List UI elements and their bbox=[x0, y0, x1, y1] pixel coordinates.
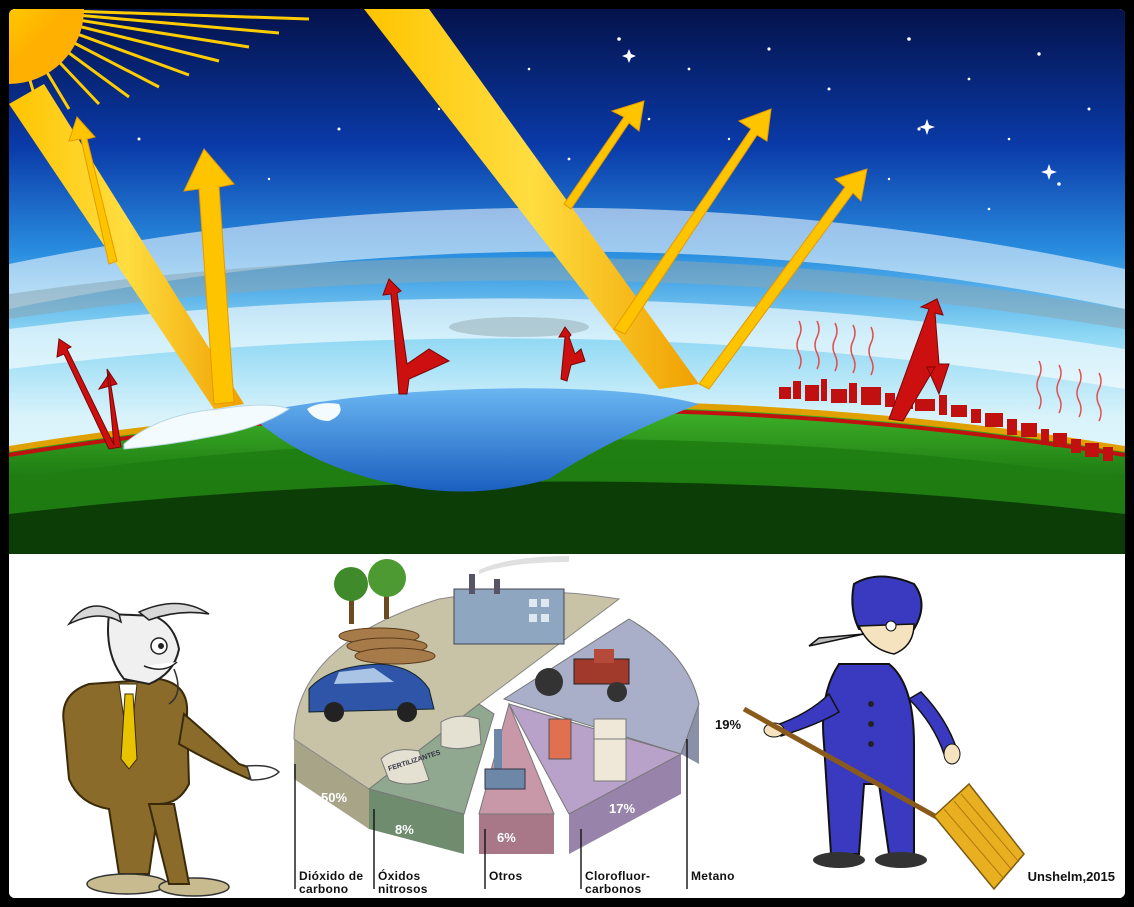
reflected-arrows bbox=[68, 100, 868, 405]
label-n2o: Óxidos nitrosos bbox=[378, 869, 428, 896]
percent-co2: 50% bbox=[321, 790, 348, 805]
ocean bbox=[249, 388, 699, 492]
car-icon bbox=[308, 663, 435, 722]
sun-icon bbox=[9, 9, 310, 112]
tree-icon bbox=[334, 559, 436, 665]
sunlight-beams bbox=[9, 9, 699, 409]
label-co2: Dióxido de carbono bbox=[299, 869, 364, 896]
small-cloud bbox=[449, 317, 589, 337]
cloud-band-low bbox=[9, 298, 1125, 389]
stars bbox=[137, 37, 1091, 211]
percent-n2o: 8% bbox=[395, 822, 414, 837]
ice-sheet bbox=[123, 404, 291, 450]
factory-icon bbox=[453, 556, 569, 645]
bird-figure bbox=[763, 575, 961, 868]
industry-icon bbox=[484, 729, 526, 790]
author-credit: Unshelm,2015 bbox=[1027, 869, 1115, 884]
percent-otros: 6% bbox=[497, 830, 516, 845]
infrared-arrows bbox=[56, 278, 950, 450]
infographic: FERTILIZANTES bbox=[9, 9, 1125, 898]
city-skyline bbox=[779, 379, 1113, 461]
label-leaders bbox=[294, 739, 688, 889]
goat-figure bbox=[62, 602, 281, 897]
atmosphere-layer bbox=[9, 207, 1125, 309]
percent-metano: 19% bbox=[715, 717, 742, 732]
bottom-illustration: FERTILIZANTES bbox=[62, 556, 1025, 897]
tractor-icon bbox=[535, 649, 630, 702]
cloud-band bbox=[9, 257, 1125, 329]
heat-waves bbox=[796, 320, 1102, 422]
iceberg bbox=[307, 403, 341, 421]
broom-icon bbox=[742, 706, 1025, 891]
percent-cfc: 17% bbox=[609, 801, 636, 816]
label-cfc: Clorofluor- carbonos bbox=[585, 869, 651, 896]
pie-segment-metano bbox=[502, 618, 700, 755]
label-otros: Otros bbox=[489, 869, 523, 883]
greenhouse-scene bbox=[9, 9, 1125, 554]
fridge-icon bbox=[548, 718, 627, 782]
label-metano: Metano bbox=[691, 869, 735, 883]
gas-emissions-panel: FERTILIZANTES bbox=[9, 554, 1125, 898]
